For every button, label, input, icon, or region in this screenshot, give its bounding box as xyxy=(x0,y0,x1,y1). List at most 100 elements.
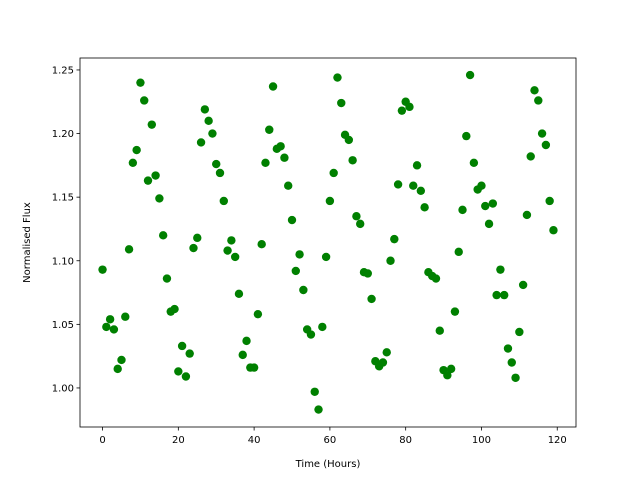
x-axis-label: Time (Hours) xyxy=(295,459,361,470)
data-point xyxy=(257,240,266,249)
data-point xyxy=(537,129,547,138)
data-point xyxy=(314,405,323,414)
data-point xyxy=(230,252,240,262)
data-point xyxy=(492,290,501,300)
data-point xyxy=(481,201,490,211)
data-point xyxy=(431,274,441,283)
data-point xyxy=(121,312,130,321)
y-tick-label: 1.10 xyxy=(52,256,74,267)
data-point xyxy=(318,322,327,332)
data-point xyxy=(299,285,308,295)
data-point xyxy=(238,350,247,360)
data-point xyxy=(545,196,554,206)
data-point xyxy=(193,233,202,243)
data-point xyxy=(344,135,354,145)
data-point xyxy=(124,245,134,254)
data-point xyxy=(155,194,164,203)
data-point xyxy=(128,158,138,168)
data-point xyxy=(329,168,338,178)
data-point xyxy=(310,387,319,396)
data-point xyxy=(227,236,236,245)
data-point xyxy=(382,348,391,357)
data-point xyxy=(337,98,346,108)
data-point xyxy=(132,145,141,155)
data-point xyxy=(511,373,520,382)
data-point xyxy=(356,219,365,229)
data-point xyxy=(151,171,160,180)
data-point xyxy=(450,307,460,316)
data-point xyxy=(530,86,539,95)
data-point xyxy=(185,349,194,358)
data-point xyxy=(496,265,505,274)
x-tick-label: 40 xyxy=(248,435,261,446)
data-point xyxy=(291,266,300,276)
y-tick-label: 1.20 xyxy=(52,129,74,140)
data-point xyxy=(488,199,498,208)
data-point xyxy=(469,158,479,168)
data-point xyxy=(215,168,225,178)
data-point xyxy=(526,152,535,161)
data-point xyxy=(189,243,198,253)
y-tick-label: 1.05 xyxy=(52,320,74,331)
data-point xyxy=(143,176,153,185)
x-tick-label: 0 xyxy=(99,435,105,446)
data-point xyxy=(443,371,452,380)
data-point xyxy=(420,203,429,212)
data-point xyxy=(499,290,509,300)
y-tick-label: 1.15 xyxy=(52,193,74,204)
data-point xyxy=(446,364,456,374)
data-point xyxy=(284,181,293,190)
y-axis-label: Normalised Flux xyxy=(22,202,33,283)
data-point xyxy=(397,106,407,115)
data-point xyxy=(477,181,486,190)
data-point xyxy=(219,196,228,206)
data-point xyxy=(287,215,297,225)
data-point xyxy=(522,210,532,220)
data-point xyxy=(503,344,513,353)
data-point xyxy=(280,153,289,162)
data-point xyxy=(261,158,270,168)
data-point xyxy=(352,212,361,221)
plot-frame xyxy=(79,57,577,428)
data-point xyxy=(518,280,528,290)
data-point xyxy=(249,363,259,372)
data-point xyxy=(534,96,543,105)
data-point xyxy=(200,105,210,114)
data-point xyxy=(458,205,467,215)
data-point xyxy=(378,358,388,367)
data-point xyxy=(541,140,551,150)
data-point xyxy=(409,181,418,190)
data-point xyxy=(412,161,422,170)
data-point xyxy=(325,196,335,206)
data-point xyxy=(321,252,331,262)
x-tick-label: 120 xyxy=(548,435,567,446)
data-point xyxy=(223,246,232,255)
data-point xyxy=(484,219,494,229)
data-point xyxy=(367,294,376,304)
y-tick-label: 1.00 xyxy=(52,383,74,394)
data-point xyxy=(158,231,168,240)
data-point xyxy=(170,304,179,314)
data-point xyxy=(147,120,157,129)
data-point xyxy=(177,341,187,351)
data-point xyxy=(140,96,149,105)
data-point xyxy=(265,125,274,134)
x-tick-label: 20 xyxy=(172,435,185,446)
data-point xyxy=(393,180,403,189)
data-point xyxy=(212,159,221,169)
data-point xyxy=(276,142,285,151)
data-point xyxy=(162,274,172,283)
data-point xyxy=(306,330,316,339)
data-point xyxy=(454,247,463,257)
data-point xyxy=(253,309,263,319)
data-point xyxy=(465,70,475,80)
data-point xyxy=(295,250,304,259)
x-tick-label: 60 xyxy=(324,435,337,446)
data-point xyxy=(515,327,524,337)
data-point xyxy=(390,234,399,244)
data-point xyxy=(435,326,444,335)
data-point xyxy=(242,336,251,346)
data-point xyxy=(549,226,558,235)
x-tick-label: 100 xyxy=(472,435,491,446)
